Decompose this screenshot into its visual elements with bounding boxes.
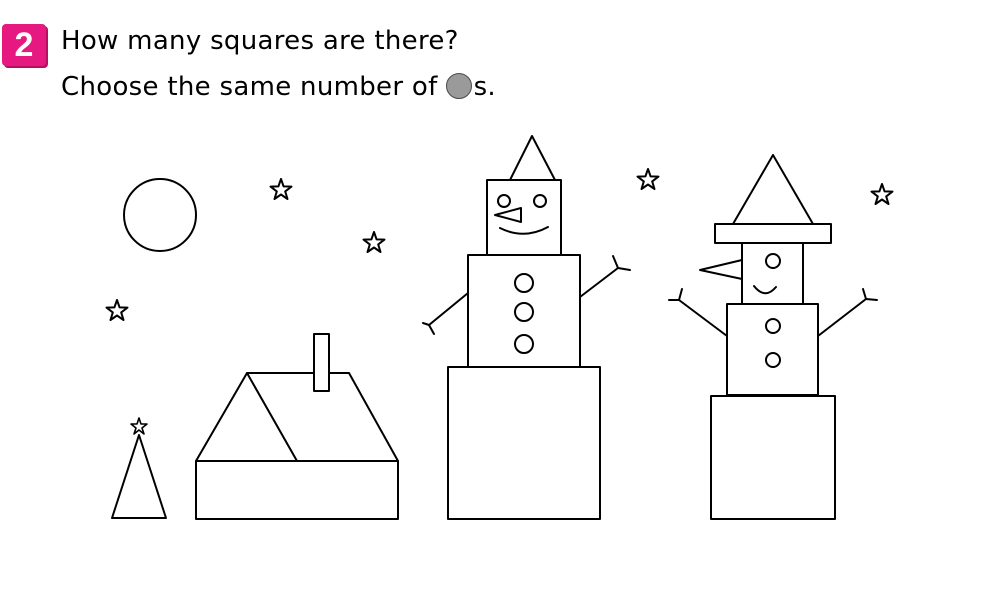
star-shape bbox=[636, 168, 660, 190]
house bbox=[195, 333, 399, 520]
instruction-text: Choose the same number of bbox=[61, 72, 438, 102]
star-shape bbox=[870, 183, 894, 205]
snowman-right bbox=[668, 154, 878, 520]
instruction-suffix: s. bbox=[473, 72, 496, 102]
star-shape bbox=[105, 299, 129, 321]
snowman-left bbox=[422, 135, 631, 520]
star-shape bbox=[362, 231, 386, 253]
star-shape bbox=[269, 178, 293, 200]
problem-number-badge: 2 bbox=[2, 24, 46, 66]
moon-circle bbox=[123, 178, 197, 252]
tree bbox=[111, 417, 167, 519]
question-text: How many squares are there? bbox=[61, 26, 459, 56]
instruction-line: Choose the same number of s. bbox=[61, 72, 496, 102]
gray-circle-counter-icon bbox=[445, 73, 472, 99]
